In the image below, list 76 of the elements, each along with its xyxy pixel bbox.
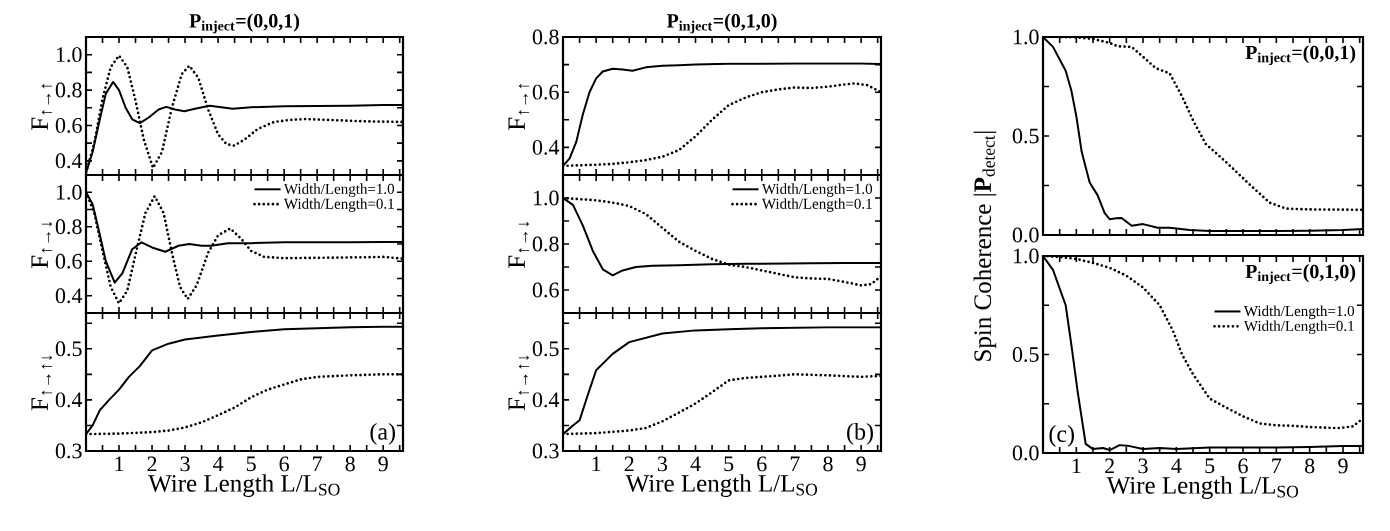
y-tick-label: 0.5 xyxy=(1012,347,1039,362)
y-tick-label: 0.8 xyxy=(532,236,559,252)
annotation: (b) xyxy=(847,422,873,445)
y-tick-label: 0.4 xyxy=(55,153,83,169)
x-tick-label: 2 xyxy=(624,456,634,472)
y-axis-title: F$_{↑→↑}$ xyxy=(31,84,53,130)
legend-label: Width/Length=0.1 xyxy=(1243,320,1354,335)
x-tick-label: 6 xyxy=(279,456,289,472)
x-tick-label: 5 xyxy=(246,456,256,472)
y-tick-label: 0.4 xyxy=(532,139,560,155)
x-tick-label: 9 xyxy=(1338,458,1348,474)
x-axis-title: Wire Length L/L$_{SO}$ xyxy=(625,474,818,497)
y-axis-title: Spin Coherence |P$_{detect}$| xyxy=(973,131,997,361)
y-tick-label: 1.0 xyxy=(1013,248,1039,264)
x-tick-label: 6 xyxy=(1238,458,1248,474)
y-tick-label: 0.6 xyxy=(55,253,82,269)
chart-title: P$_{inject}$=(0,1,0) xyxy=(666,13,777,34)
annotation: (a) xyxy=(370,422,395,445)
x-tick-label: 5 xyxy=(724,456,734,472)
x-axis-title: Wire Length L/L$_{SO}$ xyxy=(148,474,340,497)
y-axis-title: F$_{↑→↑↓}$ xyxy=(31,355,53,411)
y-tick-label: 0.5 xyxy=(55,341,82,357)
y-axis-title: F$_{↑→↑}$ xyxy=(508,84,530,130)
y-tick-label: 0.8 xyxy=(532,29,559,45)
y-tick-label: 1.0 xyxy=(56,184,82,200)
x-tick-label: 8 xyxy=(345,456,355,472)
x-tick-label: 2 xyxy=(147,456,157,472)
y-tick-label: 0.0 xyxy=(1012,445,1039,461)
y-axis-title: F$_{↑→↓}$ xyxy=(31,222,53,268)
x-tick-label: 8 xyxy=(1305,458,1315,474)
x-tick-label: 7 xyxy=(1272,458,1282,473)
x-tick-label: 3 xyxy=(180,456,190,472)
y-tick-label: 1.0 xyxy=(1013,29,1039,45)
legend-label: Width/Length=1.0 xyxy=(1243,305,1355,320)
x-tick-label: 2 xyxy=(1105,458,1114,474)
y-tick-label: 0.5 xyxy=(532,341,559,357)
x-tick-label: 4 xyxy=(1171,458,1182,474)
x-tick-label: 7 xyxy=(313,456,323,471)
annotation: P$_{inject}$=(0,0,1) xyxy=(1245,45,1356,66)
x-tick-label: 3 xyxy=(1138,458,1148,474)
x-tick-label: 9 xyxy=(856,456,866,472)
legend-label: Width/Length=0.1 xyxy=(761,198,872,212)
y-tick-label: 0.3 xyxy=(55,443,82,459)
y-axis-title: F$_{↑→↑↓}$ xyxy=(508,355,530,411)
x-tick-label: 9 xyxy=(378,456,388,472)
x-tick-label: 8 xyxy=(823,456,833,472)
y-tick-label: 0.6 xyxy=(532,282,559,298)
annotation: P$_{inject}$=(0,1,0) xyxy=(1245,264,1356,285)
y-tick-label: 0.3 xyxy=(532,443,559,459)
legend-label: Width/Length=1.0 xyxy=(761,183,873,197)
x-tick-label: 4 xyxy=(690,456,701,472)
y-tick-label: 0.4 xyxy=(532,392,560,408)
x-tick-label: 5 xyxy=(1205,458,1215,474)
y-tick-label: 1.0 xyxy=(533,190,559,206)
y-tick-label: 0.8 xyxy=(55,82,82,98)
x-tick-label: 7 xyxy=(790,456,800,471)
x-tick-label: 1 xyxy=(592,456,601,472)
y-tick-label: 0.6 xyxy=(532,84,559,100)
y-tick-label: 0.4 xyxy=(55,288,83,304)
y-tick-label: 0.0 xyxy=(1012,227,1039,243)
y-tick-label: 0.6 xyxy=(55,117,82,133)
x-tick-label: 3 xyxy=(657,456,668,472)
x-axis-title: Wire Length L/L$_{SO}$ xyxy=(1106,476,1299,499)
x-tick-label: 6 xyxy=(757,456,767,472)
legend-label: Width/Length=1.0 xyxy=(283,183,395,197)
annotation: (c) xyxy=(1049,425,1074,447)
chart-title: P$_{inject}$=(0,0,1) xyxy=(189,13,300,34)
x-tick-label: 1 xyxy=(115,456,124,472)
y-axis-title: F$_{↑→↓}$ xyxy=(508,222,530,268)
y-tick-label: 1.0 xyxy=(56,47,82,63)
y-tick-label: 0.5 xyxy=(1012,128,1039,144)
x-tick-label: 4 xyxy=(213,456,224,472)
legend-label: Width/Length=0.1 xyxy=(283,198,394,212)
x-tick-label: 1 xyxy=(1072,458,1081,474)
y-tick-label: 0.8 xyxy=(55,219,82,235)
y-tick-label: 0.4 xyxy=(55,392,83,408)
